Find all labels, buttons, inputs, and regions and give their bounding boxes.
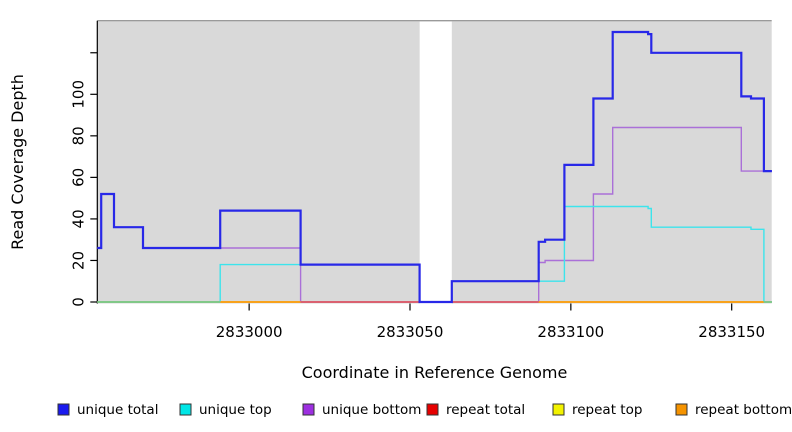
legend-label-unique-total: unique total xyxy=(77,402,158,418)
x-tick-label: 2833050 xyxy=(377,323,444,341)
gap-band xyxy=(419,21,452,304)
y-tick-label: 0 xyxy=(69,297,87,307)
series-unique-total xyxy=(97,30,772,304)
y-tick-label: 100 xyxy=(69,80,87,109)
x-tick-label: 2833000 xyxy=(216,323,283,341)
legend-label-unique-bottom: unique bottom xyxy=(322,402,421,418)
y-tick-label: 60 xyxy=(69,168,87,187)
legend-label-repeat-total: repeat total xyxy=(446,402,525,418)
series-layer xyxy=(97,30,772,304)
legend-swatch-repeat-top xyxy=(552,403,565,416)
y-tick-label: 80 xyxy=(69,126,87,145)
legend-layer: unique total unique top unique bottom repea… xyxy=(57,402,792,418)
y-tick-label: 40 xyxy=(69,209,87,228)
axes-layer: 0 20 40 60 80 100 2833000 2833050 2833100 2833150 xyxy=(69,20,765,341)
y-tick-label: 20 xyxy=(69,251,87,270)
legend-swatch-unique-bottom xyxy=(302,403,315,416)
x-axis-title: Coordinate in Reference Genome xyxy=(302,363,568,382)
legend-swatch-repeat-bottom xyxy=(675,403,688,416)
x-tick-label: 2833100 xyxy=(537,323,604,341)
legend-swatch-repeat-total xyxy=(426,403,439,416)
y-axis-title: Read Coverage Depth xyxy=(8,74,27,250)
legend-label-unique-top: unique top xyxy=(199,402,272,418)
x-tick-label: 2833150 xyxy=(698,323,765,341)
legend-label-repeat-bottom: repeat bottom xyxy=(695,402,792,418)
legend-swatch-unique-total xyxy=(57,403,70,416)
legend-label-repeat-top: repeat top xyxy=(572,402,642,418)
plot-background-layer xyxy=(97,20,772,304)
legend-swatch-unique-top xyxy=(179,403,192,416)
